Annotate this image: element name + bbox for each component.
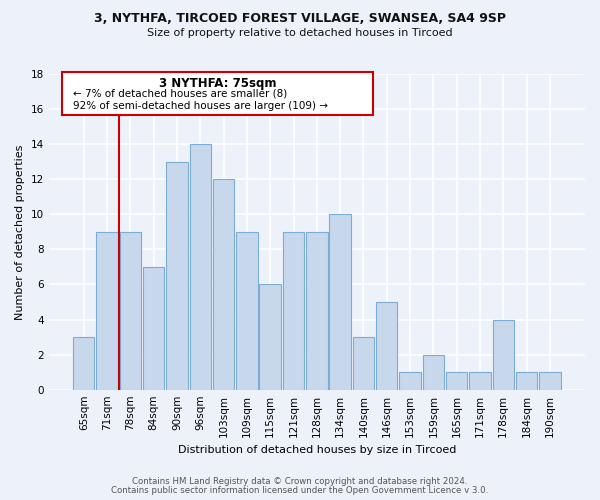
Bar (143, 267, 164, 390)
Text: Size of property relative to detached houses in Tircoed: Size of property relative to detached ho… (147, 28, 453, 38)
Bar (283, 232, 304, 390)
Bar (166, 162, 188, 390)
Bar (400, 372, 421, 390)
Text: 3, NYTHFA, TIRCOED FOREST VILLAGE, SWANSEA, SA4 9SP: 3, NYTHFA, TIRCOED FOREST VILLAGE, SWANS… (94, 12, 506, 26)
Bar (353, 337, 374, 390)
Bar (516, 372, 538, 390)
Text: Contains public sector information licensed under the Open Government Licence v : Contains public sector information licen… (112, 486, 488, 495)
Bar (306, 232, 328, 390)
Bar (376, 302, 397, 390)
Text: ← 7% of detached houses are smaller (8): ← 7% of detached houses are smaller (8) (73, 88, 287, 98)
Bar (213, 179, 235, 390)
Bar (446, 372, 467, 390)
Text: 92% of semi-detached houses are larger (109) →: 92% of semi-detached houses are larger (… (73, 101, 328, 111)
Bar (73, 337, 94, 390)
Bar (119, 232, 141, 390)
Y-axis label: Number of detached properties: Number of detached properties (15, 144, 25, 320)
Bar (259, 284, 281, 390)
Bar (469, 372, 491, 390)
Bar (190, 144, 211, 390)
Bar (97, 232, 118, 390)
Text: Contains HM Land Registry data © Crown copyright and database right 2024.: Contains HM Land Registry data © Crown c… (132, 477, 468, 486)
Bar (422, 354, 444, 390)
Bar (329, 214, 351, 390)
Bar (493, 320, 514, 390)
X-axis label: Distribution of detached houses by size in Tircoed: Distribution of detached houses by size … (178, 445, 456, 455)
Bar (236, 232, 257, 390)
Bar (539, 372, 560, 390)
Text: 3 NYTHFA: 75sqm: 3 NYTHFA: 75sqm (159, 77, 277, 90)
FancyBboxPatch shape (62, 72, 373, 115)
